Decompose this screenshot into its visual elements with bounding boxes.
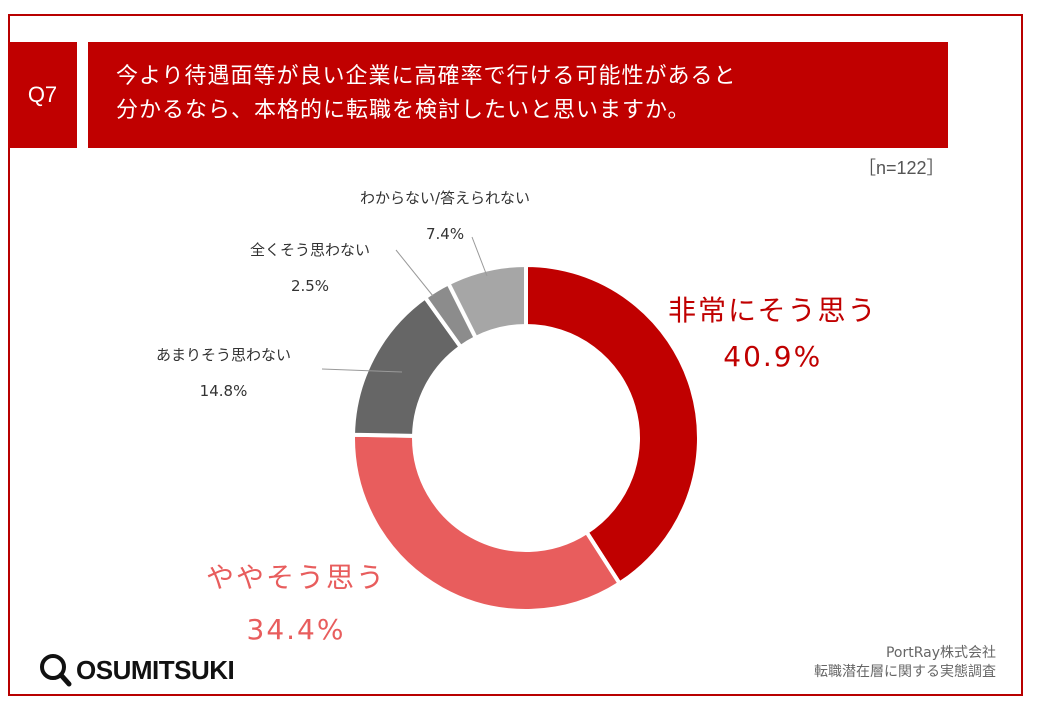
question-title: 今より待遇面等が良い企業に高確率で行ける可能性があると 分かるなら、本格的に転職… — [88, 42, 948, 148]
label-rarely-name: あまりそう思わない — [156, 346, 292, 364]
logo-text: OSUMITSUKI — [76, 654, 235, 685]
label-unknown-value: 7.4% — [425, 225, 465, 243]
brand-logo: OSUMITSUKI — [38, 650, 235, 690]
leader-line-unknown — [471, 236, 488, 277]
question-number: Q7 — [8, 42, 77, 148]
label-strongly-agree: 非常にそう思う 40.9% — [668, 288, 877, 380]
label-not-at-all-value: 2.5% — [290, 277, 330, 295]
label-not-at-all-name: 全くそう思わない — [250, 241, 371, 259]
magnifier-icon — [40, 654, 72, 687]
title-line-2: 分かるなら、本格的に転職を検討したいと思いますか。 — [116, 98, 691, 123]
sample-size: ［n=122］ — [858, 158, 945, 178]
label-somewhat-agree: ややそう思う 34.4% — [206, 552, 386, 656]
leader-line-not-at-all — [395, 249, 434, 297]
footer-company: PortRay株式会社 — [885, 645, 996, 661]
slice-somewhat-agree — [351, 432, 623, 613]
label-rarely-value: 14.8% — [199, 382, 248, 400]
footer-credit: PortRay株式会社 転職潜在層に関する実態調査 — [814, 644, 996, 682]
label-unknown: わからない/答えられない 7.4% — [360, 180, 530, 252]
label-strongly-agree-name: 非常にそう思う — [668, 294, 878, 327]
label-somewhat-agree-value: 34.4% — [246, 613, 346, 646]
title-line-1: 今より待遇面等が良い企業に高確率で行ける可能性があると — [116, 64, 737, 89]
label-strongly-agree-value: 40.9% — [723, 340, 823, 373]
label-not-at-all: 全くそう思わない 2.5% — [250, 232, 370, 304]
slice-unknown — [445, 262, 528, 341]
label-somewhat-agree-name: ややそう思う — [206, 561, 387, 594]
leader-line-rarely — [321, 368, 403, 373]
outer-frame — [8, 14, 1023, 696]
label-unknown-name: わからない/答えられない — [360, 189, 531, 207]
label-rarely: あまりそう思わない 14.8% — [156, 337, 291, 409]
slice-strongly-agree — [524, 262, 701, 587]
footer-survey: 転職潜在層に関する実態調査 — [814, 664, 996, 680]
